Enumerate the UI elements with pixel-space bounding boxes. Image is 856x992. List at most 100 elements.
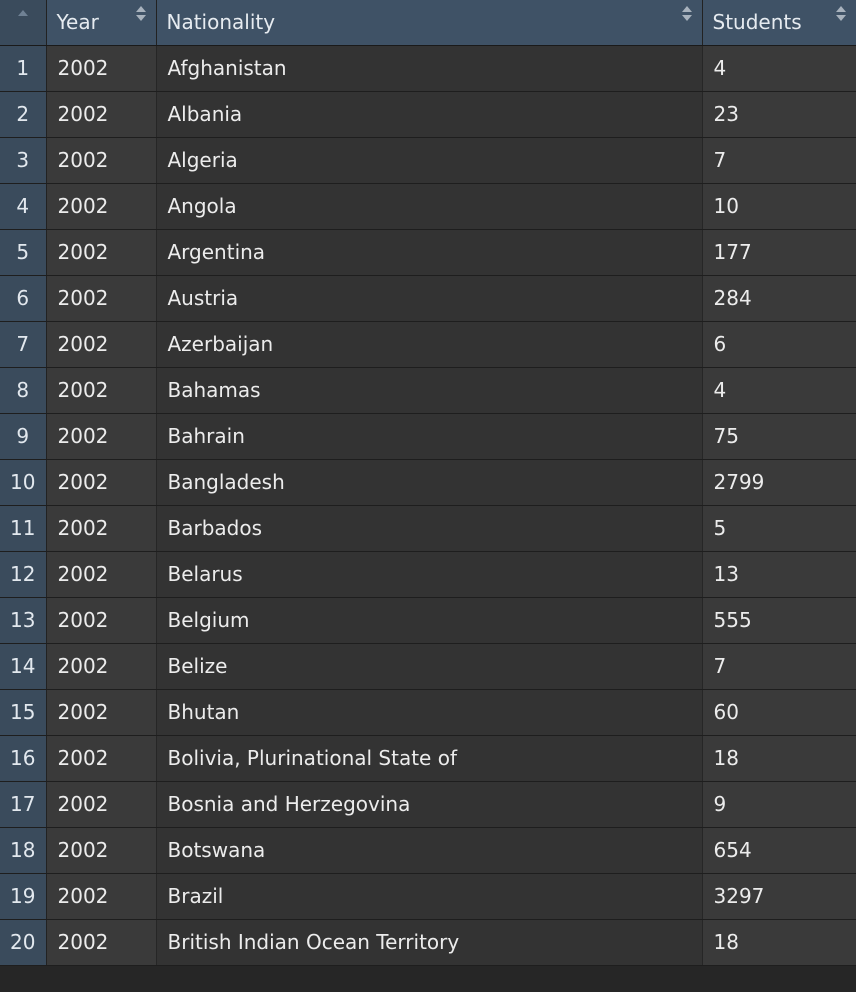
table-row[interactable]: 4 2002 Angola 10 xyxy=(0,183,856,230)
year-cell[interactable]: 2002 xyxy=(46,45,157,92)
year-cell[interactable]: 2002 xyxy=(46,873,157,920)
students-cell[interactable]: 2799 xyxy=(702,459,856,506)
column-header-students[interactable]: Students xyxy=(702,0,856,46)
table-row[interactable]: 16 2002 Bolivia, Plurinational State of 18 xyxy=(0,735,856,782)
year-cell[interactable]: 2002 xyxy=(46,367,157,414)
row-index-cell[interactable]: 8 xyxy=(0,367,47,414)
table-row[interactable]: 10 2002 Bangladesh 2799 xyxy=(0,459,856,506)
row-index-cell[interactable]: 15 xyxy=(0,689,47,736)
table-row[interactable]: 20 2002 British Indian Ocean Territory 18 xyxy=(0,919,856,966)
nationality-cell[interactable]: Albania xyxy=(156,91,703,138)
row-index-cell[interactable]: 13 xyxy=(0,597,47,644)
column-header-nationality[interactable]: Nationality xyxy=(156,0,703,46)
table-row[interactable]: 12 2002 Belarus 13 xyxy=(0,551,856,598)
row-index-cell[interactable]: 14 xyxy=(0,643,47,690)
year-cell[interactable]: 2002 xyxy=(46,183,157,230)
sort-both-icon[interactable] xyxy=(681,6,692,24)
students-cell[interactable]: 284 xyxy=(702,275,856,322)
students-cell[interactable]: 5 xyxy=(702,505,856,552)
students-cell[interactable]: 4 xyxy=(702,45,856,92)
column-header-year[interactable]: Year xyxy=(46,0,157,46)
nationality-cell[interactable]: Brazil xyxy=(156,873,703,920)
row-index-cell[interactable]: 4 xyxy=(0,183,47,230)
row-index-cell[interactable]: 1 xyxy=(0,45,47,92)
nationality-cell[interactable]: Belgium xyxy=(156,597,703,644)
year-cell[interactable]: 2002 xyxy=(46,735,157,782)
table-row[interactable]: 14 2002 Belize 7 xyxy=(0,643,856,690)
nationality-cell[interactable]: Botswana xyxy=(156,827,703,874)
row-index-cell[interactable]: 5 xyxy=(0,229,47,276)
row-index-cell[interactable]: 7 xyxy=(0,321,47,368)
students-cell[interactable]: 60 xyxy=(702,689,856,736)
table-row[interactable]: 13 2002 Belgium 555 xyxy=(0,597,856,644)
year-cell[interactable]: 2002 xyxy=(46,643,157,690)
nationality-cell[interactable]: Bahamas xyxy=(156,367,703,414)
index-column-header[interactable] xyxy=(0,0,47,46)
table-row[interactable]: 19 2002 Brazil 3297 xyxy=(0,873,856,920)
year-cell[interactable]: 2002 xyxy=(46,551,157,598)
table-row[interactable]: 18 2002 Botswana 654 xyxy=(0,827,856,874)
year-cell[interactable]: 2002 xyxy=(46,781,157,828)
students-cell[interactable]: 7 xyxy=(702,643,856,690)
row-index-cell[interactable]: 16 xyxy=(0,735,47,782)
students-cell[interactable]: 10 xyxy=(702,183,856,230)
students-cell[interactable]: 7 xyxy=(702,137,856,184)
row-index-cell[interactable]: 20 xyxy=(0,919,47,966)
nationality-cell[interactable]: British Indian Ocean Territory xyxy=(156,919,703,966)
year-cell[interactable]: 2002 xyxy=(46,597,157,644)
year-cell[interactable]: 2002 xyxy=(46,229,157,276)
table-row[interactable]: 3 2002 Algeria 7 xyxy=(0,137,856,184)
year-cell[interactable]: 2002 xyxy=(46,689,157,736)
row-index-cell[interactable]: 6 xyxy=(0,275,47,322)
students-cell[interactable]: 9 xyxy=(702,781,856,828)
nationality-cell[interactable]: Bolivia, Plurinational State of xyxy=(156,735,703,782)
students-cell[interactable]: 6 xyxy=(702,321,856,368)
row-index-cell[interactable]: 3 xyxy=(0,137,47,184)
row-index-cell[interactable]: 18 xyxy=(0,827,47,874)
students-cell[interactable]: 18 xyxy=(702,735,856,782)
nationality-cell[interactable]: Bhutan xyxy=(156,689,703,736)
nationality-cell[interactable]: Belarus xyxy=(156,551,703,598)
students-cell[interactable]: 555 xyxy=(702,597,856,644)
year-cell[interactable]: 2002 xyxy=(46,827,157,874)
nationality-cell[interactable]: Bosnia and Herzegovina xyxy=(156,781,703,828)
nationality-cell[interactable]: Barbados xyxy=(156,505,703,552)
sort-both-icon[interactable] xyxy=(135,6,146,24)
nationality-cell[interactable]: Angola xyxy=(156,183,703,230)
students-cell[interactable]: 18 xyxy=(702,919,856,966)
year-cell[interactable]: 2002 xyxy=(46,413,157,460)
table-row[interactable]: 8 2002 Bahamas 4 xyxy=(0,367,856,414)
year-cell[interactable]: 2002 xyxy=(46,321,157,368)
nationality-cell[interactable]: Austria xyxy=(156,275,703,322)
students-cell[interactable]: 13 xyxy=(702,551,856,598)
table-row[interactable]: 11 2002 Barbados 5 xyxy=(0,505,856,552)
table-row[interactable]: 9 2002 Bahrain 75 xyxy=(0,413,856,460)
table-row[interactable]: 1 2002 Afghanistan 4 xyxy=(0,45,856,92)
nationality-cell[interactable]: Bangladesh xyxy=(156,459,703,506)
table-row[interactable]: 7 2002 Azerbaijan 6 xyxy=(0,321,856,368)
sort-both-icon[interactable] xyxy=(835,6,846,24)
students-cell[interactable]: 3297 xyxy=(702,873,856,920)
year-cell[interactable]: 2002 xyxy=(46,459,157,506)
students-cell[interactable]: 75 xyxy=(702,413,856,460)
year-cell[interactable]: 2002 xyxy=(46,275,157,322)
students-cell[interactable]: 654 xyxy=(702,827,856,874)
table-row[interactable]: 6 2002 Austria 284 xyxy=(0,275,856,322)
nationality-cell[interactable]: Afghanistan xyxy=(156,45,703,92)
row-index-cell[interactable]: 9 xyxy=(0,413,47,460)
table-row[interactable]: 17 2002 Bosnia and Herzegovina 9 xyxy=(0,781,856,828)
students-cell[interactable]: 23 xyxy=(702,91,856,138)
row-index-cell[interactable]: 17 xyxy=(0,781,47,828)
nationality-cell[interactable]: Azerbaijan xyxy=(156,321,703,368)
year-cell[interactable]: 2002 xyxy=(46,137,157,184)
table-row[interactable]: 15 2002 Bhutan 60 xyxy=(0,689,856,736)
row-index-cell[interactable]: 12 xyxy=(0,551,47,598)
nationality-cell[interactable]: Algeria xyxy=(156,137,703,184)
table-row[interactable]: 5 2002 Argentina 177 xyxy=(0,229,856,276)
nationality-cell[interactable]: Belize xyxy=(156,643,703,690)
year-cell[interactable]: 2002 xyxy=(46,91,157,138)
row-index-cell[interactable]: 10 xyxy=(0,459,47,506)
year-cell[interactable]: 2002 xyxy=(46,505,157,552)
nationality-cell[interactable]: Bahrain xyxy=(156,413,703,460)
row-index-cell[interactable]: 2 xyxy=(0,91,47,138)
